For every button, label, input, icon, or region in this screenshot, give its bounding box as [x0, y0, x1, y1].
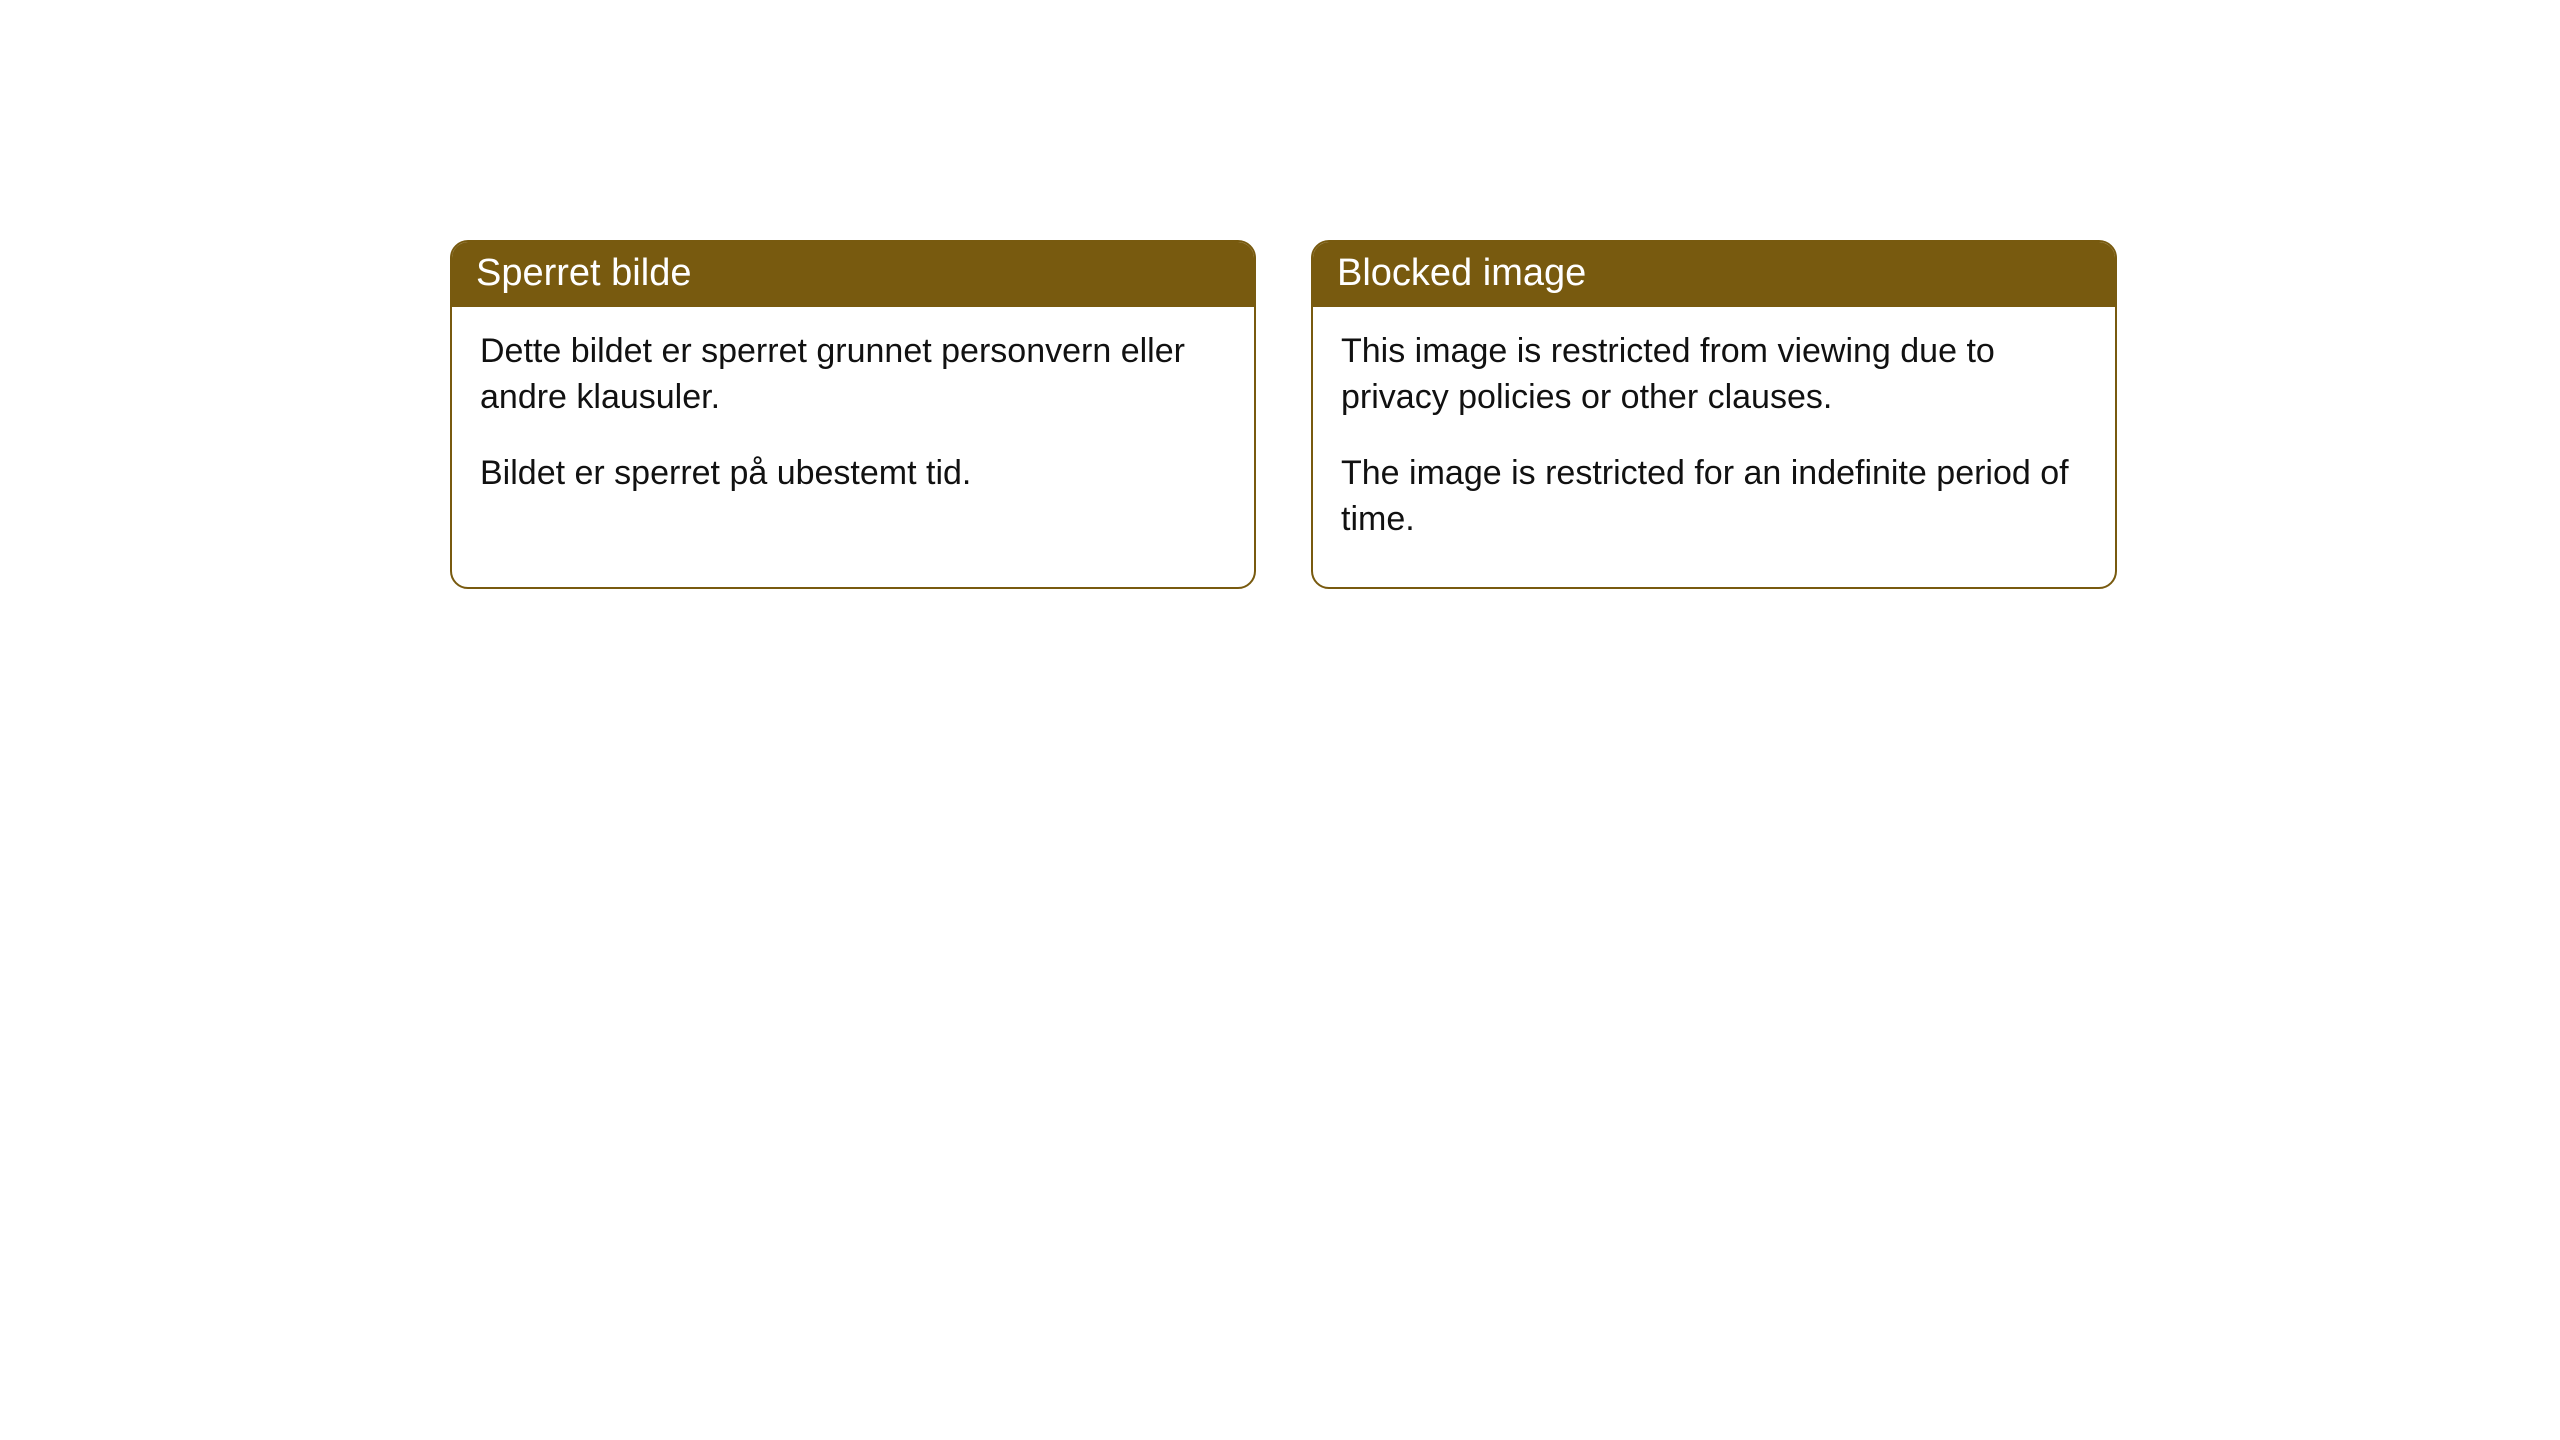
card-header-norwegian: Sperret bilde	[452, 242, 1254, 307]
card-text-english-1: This image is restricted from viewing du…	[1341, 329, 2087, 421]
card-text-norwegian-1: Dette bildet er sperret grunnet personve…	[480, 329, 1226, 421]
card-body-norwegian: Dette bildet er sperret grunnet personve…	[452, 307, 1254, 541]
card-text-norwegian-2: Bildet er sperret på ubestemt tid.	[480, 451, 1226, 497]
card-text-english-2: The image is restricted for an indefinit…	[1341, 451, 2087, 543]
card-norwegian: Sperret bilde Dette bildet er sperret gr…	[450, 240, 1256, 589]
card-body-english: This image is restricted from viewing du…	[1313, 307, 2115, 587]
card-header-english: Blocked image	[1313, 242, 2115, 307]
card-english: Blocked image This image is restricted f…	[1311, 240, 2117, 589]
cards-container: Sperret bilde Dette bildet er sperret gr…	[450, 240, 2117, 589]
